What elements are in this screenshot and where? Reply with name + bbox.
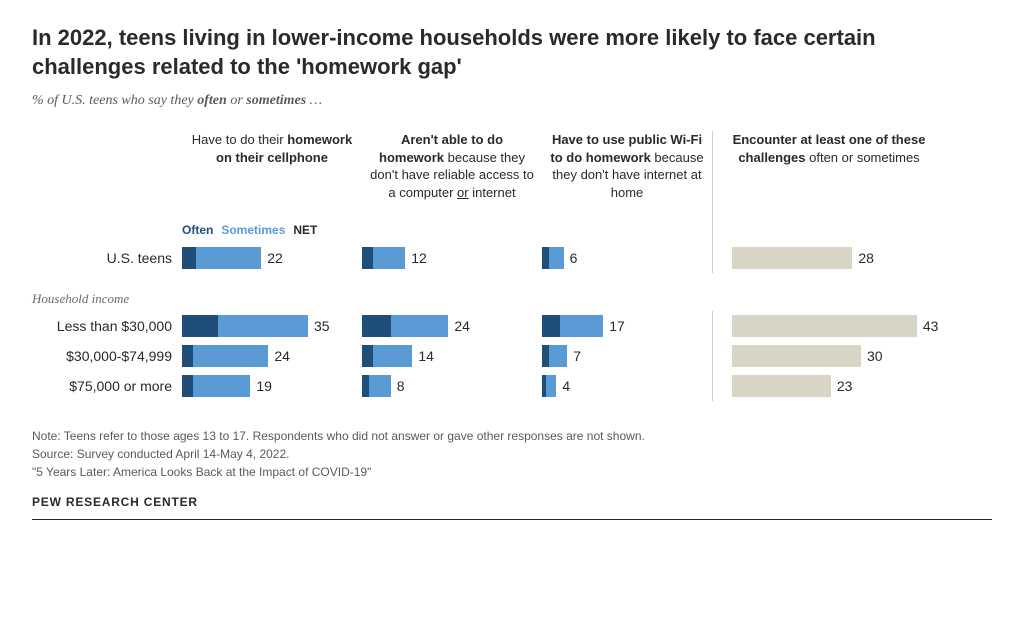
net-bar: 43 — [724, 311, 934, 341]
stacked-bar: 6 — [542, 243, 712, 273]
net-value: 24 — [274, 348, 290, 364]
stacked-bar: 12 — [362, 243, 542, 273]
subtitle-sometimes: sometimes — [246, 93, 306, 108]
bar-seg-often — [542, 315, 560, 337]
bar-seg-net — [732, 247, 852, 269]
col4-header: Encounter at least one of these challeng… — [724, 131, 934, 223]
net-value: 7 — [573, 348, 581, 364]
net-value: 14 — [418, 348, 434, 364]
net-value: 35 — [314, 318, 330, 334]
bar-seg-sometimes — [193, 375, 251, 397]
net-value: 30 — [867, 348, 883, 364]
stacked-bar: 19 — [182, 371, 362, 401]
column-divider — [712, 311, 724, 341]
stacked-bar: 22 — [182, 243, 362, 273]
bar-seg-sometimes — [218, 315, 308, 337]
net-value: 6 — [570, 250, 578, 266]
bar-seg-often — [362, 345, 373, 367]
stacked-bar: 8 — [362, 371, 542, 401]
note-line3: "5 Years Later: America Looks Back at th… — [32, 463, 992, 481]
note-line1: Note: Teens refer to those ages 13 to 17… — [32, 427, 992, 445]
row-label: $30,000-$74,999 — [32, 341, 182, 371]
net-value: 28 — [858, 250, 874, 266]
net-value: 43 — [923, 318, 939, 334]
column-divider — [712, 371, 724, 401]
bar-seg-sometimes — [560, 315, 603, 337]
row-label: U.S. teens — [32, 243, 182, 273]
net-bar: 30 — [724, 341, 934, 371]
chart-grid: Have to do their homework on their cellp… — [32, 131, 992, 401]
bar-seg-net — [732, 375, 831, 397]
bar-seg-sometimes — [549, 345, 567, 367]
col3-header: Have to use public Wi-Fi to do homework … — [542, 131, 712, 223]
row-label: $75,000 or more — [32, 371, 182, 401]
bar-seg-often — [182, 247, 196, 269]
col1-header: Have to do their homework on their cellp… — [182, 131, 362, 223]
bar-seg-net — [732, 345, 861, 367]
group-label: Household income — [32, 281, 934, 311]
stacked-bar: 24 — [182, 341, 362, 371]
net-value: 4 — [562, 378, 570, 394]
column-divider — [712, 243, 724, 273]
bar-seg-often — [542, 247, 549, 269]
legend: Often Sometimes NET — [182, 223, 362, 243]
bar-seg-sometimes — [193, 345, 269, 367]
chart-title: In 2022, teens living in lower-income ho… — [32, 24, 992, 81]
net-bar: 23 — [724, 371, 934, 401]
stacked-bar: 7 — [542, 341, 712, 371]
bar-seg-sometimes — [391, 315, 449, 337]
stacked-bar: 35 — [182, 311, 362, 341]
legend-sometimes: Sometimes — [221, 223, 285, 237]
subtitle-often: often — [197, 93, 227, 108]
bar-seg-sometimes — [373, 247, 405, 269]
net-value: 8 — [397, 378, 405, 394]
bar-seg-often — [362, 315, 391, 337]
stacked-bar: 14 — [362, 341, 542, 371]
net-value: 17 — [609, 318, 625, 334]
row-label: Less than $30,000 — [32, 311, 182, 341]
bar-seg-often — [182, 375, 193, 397]
bar-seg-often — [362, 247, 373, 269]
bar-seg-sometimes — [549, 247, 563, 269]
bar-seg-sometimes — [373, 345, 413, 367]
legend-often: Often — [182, 223, 213, 237]
note-line2: Source: Survey conducted April 14-May 4,… — [32, 445, 992, 463]
net-value: 12 — [411, 250, 427, 266]
bar-seg-often — [362, 375, 369, 397]
bottom-rule — [32, 519, 992, 520]
stacked-bar: 4 — [542, 371, 712, 401]
bar-seg-often — [542, 345, 549, 367]
stacked-bar: 17 — [542, 311, 712, 341]
brand-label: PEW RESEARCH CENTER — [32, 495, 992, 509]
bar-seg-sometimes — [196, 247, 261, 269]
subtitle-suffix: … — [306, 93, 322, 108]
chart-notes: Note: Teens refer to those ages 13 to 17… — [32, 427, 992, 481]
bar-seg-net — [732, 315, 917, 337]
subtitle-prefix: % of U.S. teens who say they — [32, 93, 197, 108]
chart-subtitle: % of U.S. teens who say they often or so… — [32, 93, 992, 109]
subtitle-mid: or — [227, 93, 246, 108]
net-value: 19 — [256, 378, 272, 394]
bar-seg-often — [182, 315, 218, 337]
column-divider — [712, 341, 724, 371]
stacked-bar: 24 — [362, 311, 542, 341]
net-value: 23 — [837, 378, 853, 394]
net-value: 22 — [267, 250, 283, 266]
net-bar: 28 — [724, 243, 934, 273]
net-value: 24 — [454, 318, 470, 334]
legend-net: NET — [293, 223, 317, 237]
col2-header: Aren't able to do homework because they … — [362, 131, 542, 223]
bar-seg-sometimes — [369, 375, 391, 397]
bar-seg-often — [182, 345, 193, 367]
bar-seg-sometimes — [546, 375, 557, 397]
